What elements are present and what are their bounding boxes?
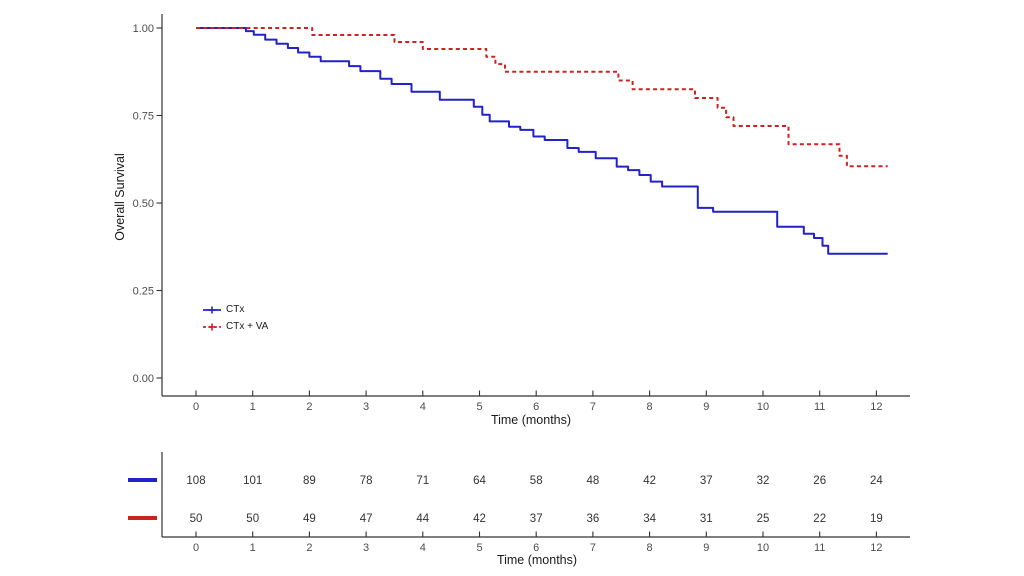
risk-count: 19 xyxy=(870,513,883,525)
risk-x-tick-label: 9 xyxy=(703,542,709,554)
y-axis-title: Overall Survival xyxy=(113,153,127,241)
risk-x-tick-label: 1 xyxy=(250,542,256,554)
risk-x-tick-label: 12 xyxy=(870,542,882,554)
x-tick-label: 7 xyxy=(590,401,596,413)
x-axis-title: Time (months) xyxy=(490,413,572,427)
risk-count: 36 xyxy=(587,513,600,525)
risk-x-tick-label: 7 xyxy=(590,542,596,554)
y-tick-label: 0.50 xyxy=(133,198,154,210)
x-tick-label: 11 xyxy=(814,401,825,413)
y-tick-label: 0.75 xyxy=(133,110,154,122)
risk-count: 64 xyxy=(473,475,486,487)
x-tick-label: 10 xyxy=(757,401,769,413)
x-tick-label: 2 xyxy=(306,401,312,413)
y-tick-label: 0.00 xyxy=(133,373,154,385)
risk-x-tick-label: 10 xyxy=(757,542,769,554)
x-tick-label: 12 xyxy=(870,401,882,413)
x-tick-label: 1 xyxy=(250,401,256,413)
risk-count: 37 xyxy=(530,513,543,525)
risk-x-tick-label: 8 xyxy=(647,542,653,554)
ctx-survival-curve xyxy=(196,27,888,255)
risk-count: 71 xyxy=(416,475,429,487)
risk-count: 49 xyxy=(303,513,316,525)
legend-label-ctx: CTx xyxy=(226,304,245,315)
risk-count: 31 xyxy=(700,513,713,525)
ctx-va-survival-curve xyxy=(196,27,888,168)
risk-x-tick-label: 4 xyxy=(420,542,426,554)
risk-count: 89 xyxy=(303,475,316,487)
legend-key-plus xyxy=(208,323,216,331)
y-tick-label: 1.00 xyxy=(133,23,154,35)
risk-x-tick-label: 0 xyxy=(193,542,199,554)
risk-x-tick-label: 11 xyxy=(814,542,825,554)
risk-count: 101 xyxy=(243,475,262,487)
x-tick-label: 6 xyxy=(533,401,539,413)
risk-table-x-axis-title: Time (months) xyxy=(496,553,578,567)
risk-count: 22 xyxy=(813,513,826,525)
risk-count: 58 xyxy=(530,475,543,487)
risk-count: 50 xyxy=(246,513,259,525)
risk-count: 32 xyxy=(757,475,770,487)
risk-x-tick-label: 2 xyxy=(306,542,312,554)
x-tick-label: 0 xyxy=(193,401,199,413)
x-tick-label: 5 xyxy=(476,401,482,413)
risk-count: 50 xyxy=(190,513,203,525)
risk-count: 26 xyxy=(813,475,826,487)
risk-count: 42 xyxy=(473,513,486,525)
risk-count: 108 xyxy=(186,475,205,487)
risk-count: 42 xyxy=(643,475,656,487)
x-tick-label: 4 xyxy=(420,401,426,413)
risk-count: 44 xyxy=(416,513,429,525)
risk-count: 34 xyxy=(643,513,656,525)
risk-count: 25 xyxy=(757,513,770,525)
legend-key-plus xyxy=(208,306,216,314)
risk-count: 37 xyxy=(700,475,713,487)
risk-count: 24 xyxy=(870,475,883,487)
x-tick-label: 3 xyxy=(363,401,369,413)
y-tick-label: 0.25 xyxy=(133,285,154,297)
x-tick-label: 8 xyxy=(647,401,653,413)
risk-x-tick-label: 5 xyxy=(476,542,482,554)
risk-count: 47 xyxy=(360,513,373,525)
risk-count: 78 xyxy=(360,475,373,487)
risk-x-tick-label: 6 xyxy=(533,542,539,554)
legend-label-ctx-va: CTx + VA xyxy=(226,321,269,332)
x-tick-label: 9 xyxy=(703,401,709,413)
risk-x-tick-label: 3 xyxy=(363,542,369,554)
risk-count: 48 xyxy=(587,475,600,487)
